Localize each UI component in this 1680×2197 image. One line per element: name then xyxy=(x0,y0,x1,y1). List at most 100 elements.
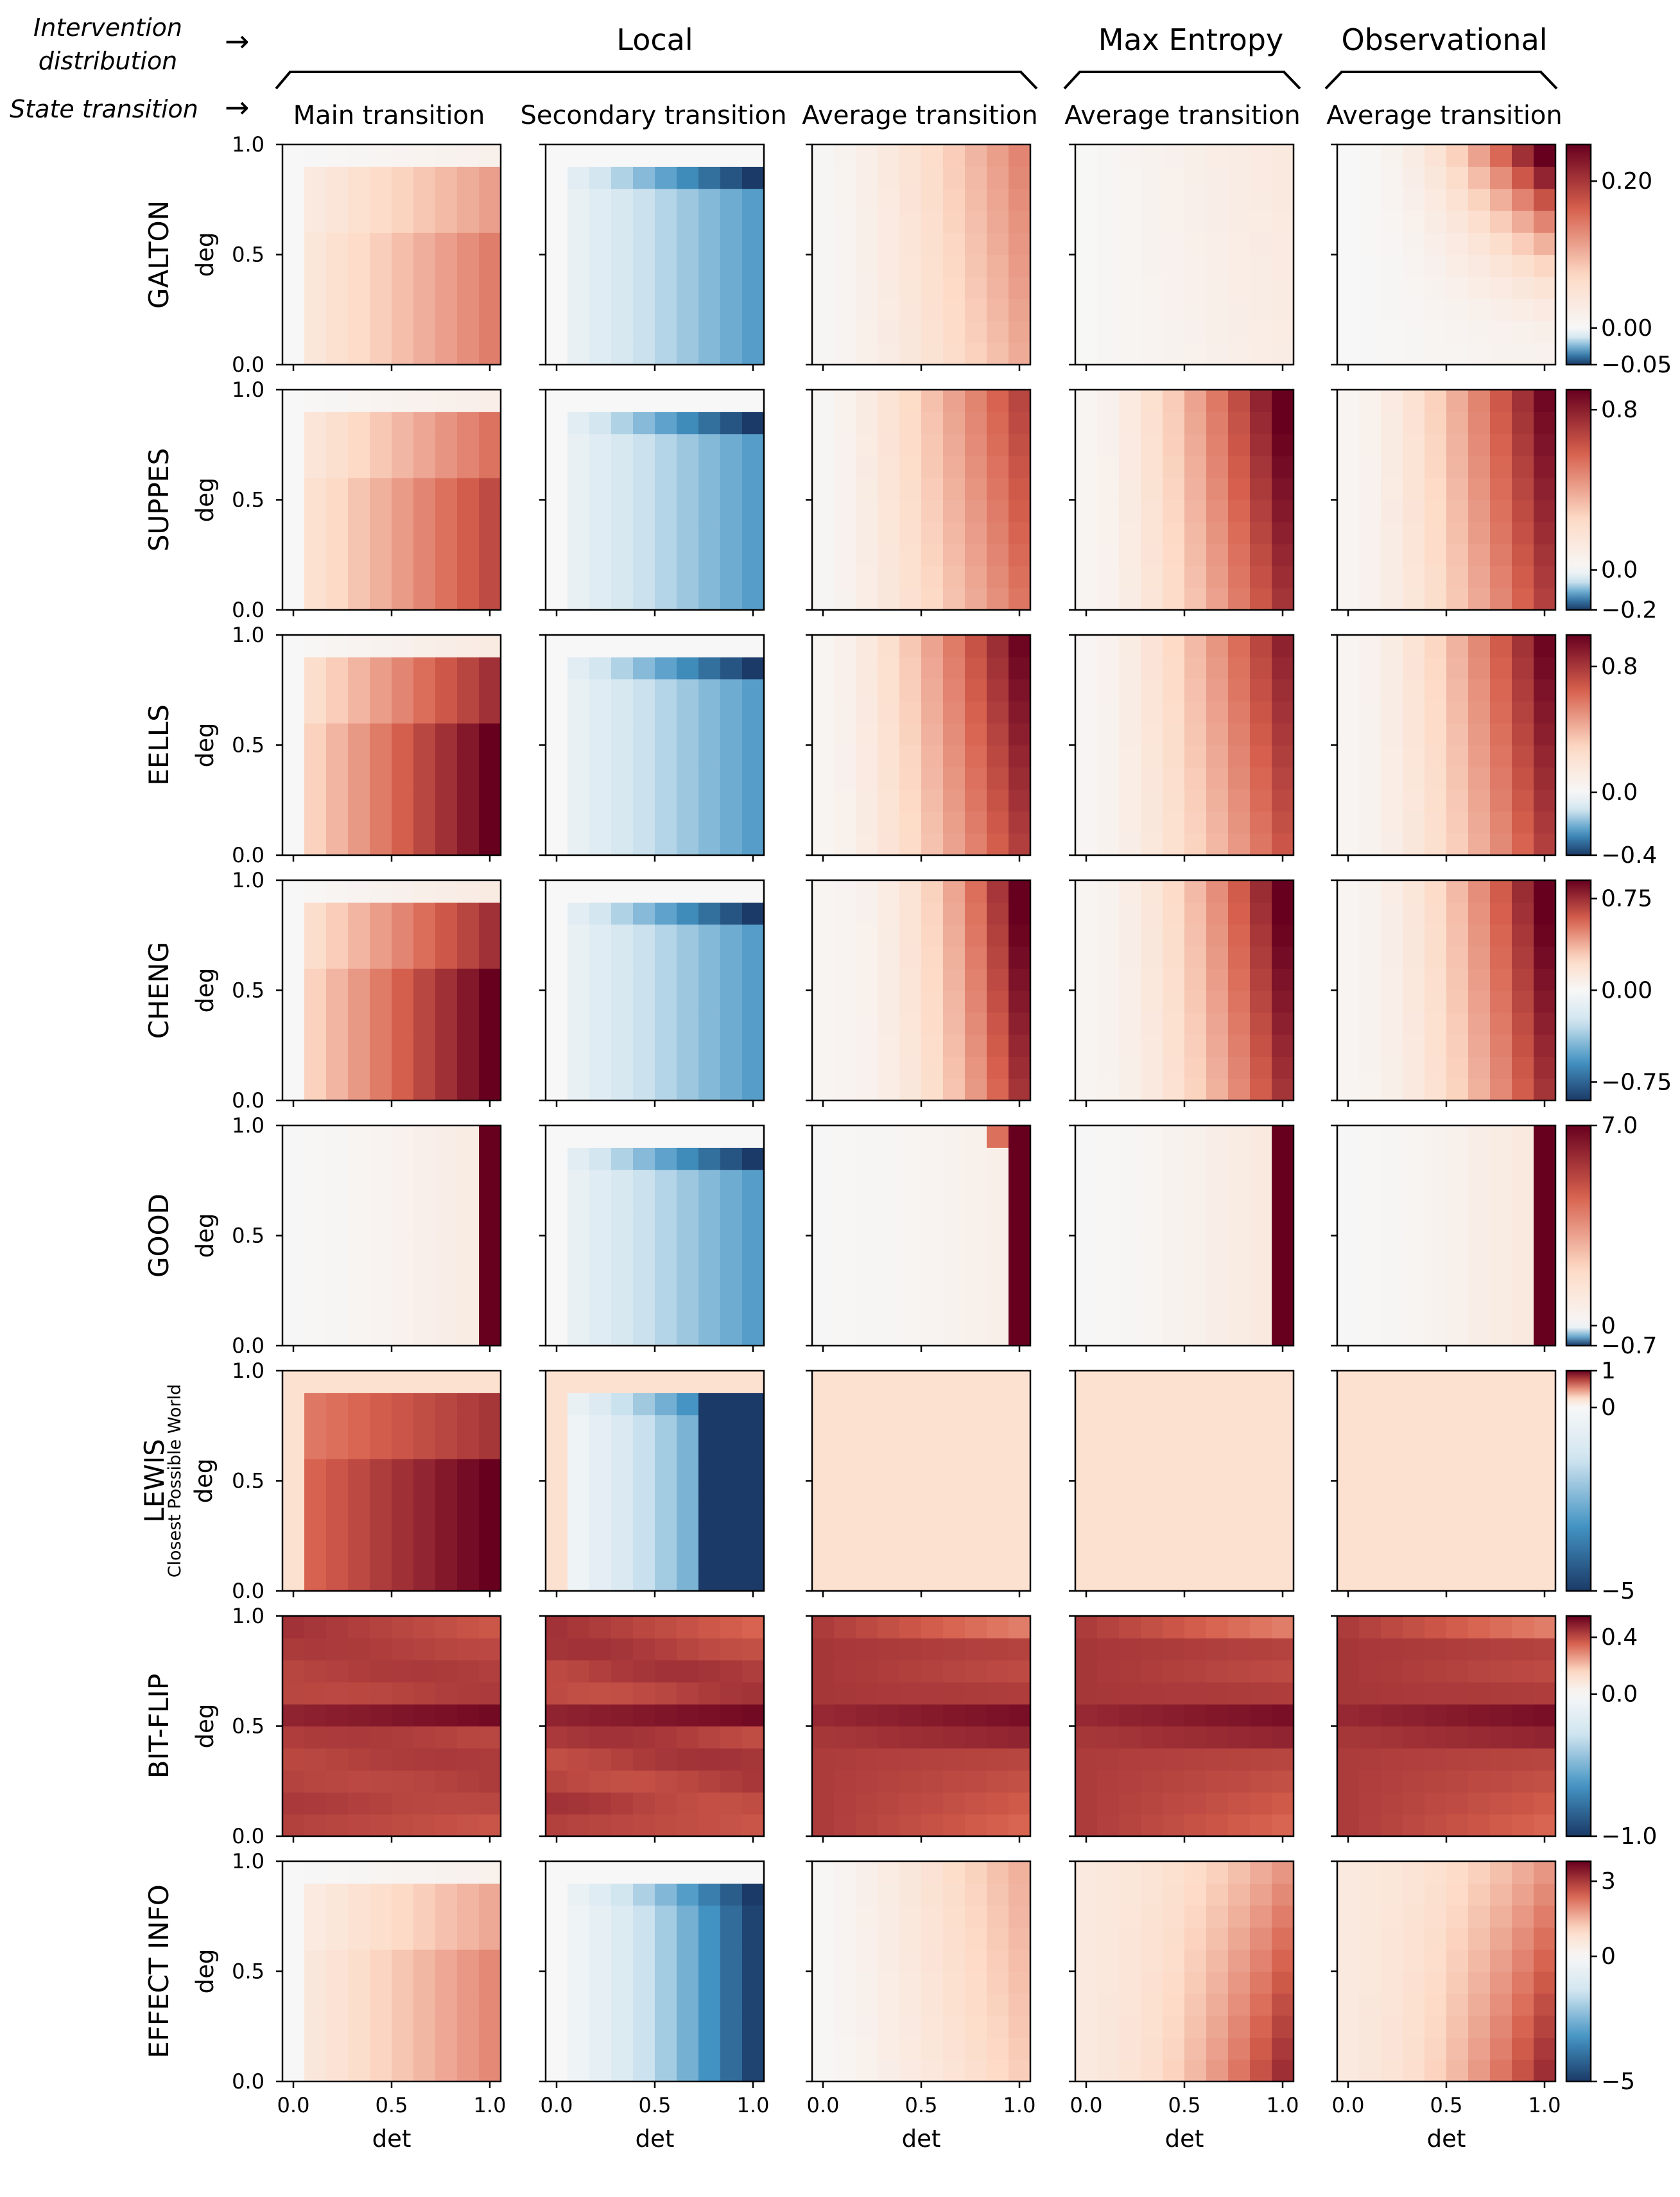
heatmap-cell xyxy=(742,254,765,277)
heatmap-cell xyxy=(1490,1481,1512,1504)
heatmap-cell xyxy=(899,1861,922,1884)
colorbar-scale xyxy=(1565,1860,1592,2083)
heatmap-cell xyxy=(370,1525,392,1547)
heatmap-cell xyxy=(1490,521,1512,544)
heatmap-cell xyxy=(546,924,568,947)
heatmap-cell xyxy=(1512,679,1534,702)
heatmap-cell xyxy=(392,390,414,412)
heatmap-cell xyxy=(1184,767,1207,790)
heatmap-cell xyxy=(698,521,721,544)
heatmap-cell xyxy=(921,789,944,812)
heatmap-cell xyxy=(633,968,655,991)
heatmap-cell xyxy=(720,1993,743,2016)
heatmap-cell xyxy=(1512,1638,1534,1661)
heatmap-cell xyxy=(921,342,944,365)
heatmap-cell xyxy=(720,1012,743,1035)
heatmap-cell xyxy=(633,745,655,768)
heatmap-cell xyxy=(655,342,677,365)
heatmap-cell xyxy=(1163,320,1185,343)
heatmap-cell xyxy=(348,1169,370,1192)
heatmap-cell xyxy=(435,1147,458,1170)
heatmap-cell xyxy=(1075,1681,1098,1705)
colorbar-scale xyxy=(1565,634,1592,856)
heatmap-cell xyxy=(1206,1726,1229,1749)
heatmap-cell xyxy=(655,1012,677,1035)
heatmap-cell xyxy=(856,144,878,167)
heatmap-cell xyxy=(546,789,568,812)
heatmap-cell xyxy=(987,1568,1009,1592)
heatmap-cell xyxy=(1184,1034,1207,1057)
heatmap-cell xyxy=(1184,433,1207,456)
heatmap-cell xyxy=(987,1792,1009,1815)
heatmap-cell xyxy=(1359,144,1381,167)
heatmap-cell xyxy=(677,276,699,299)
heatmap-cell xyxy=(1534,635,1556,657)
heatmap-cell xyxy=(1228,412,1251,435)
heatmap-cell xyxy=(965,1323,987,1346)
heatmap-cell xyxy=(1097,1616,1120,1638)
heatmap-cell xyxy=(1359,635,1381,657)
heatmap-cell xyxy=(1119,1616,1141,1638)
heatmap-cell xyxy=(392,1770,414,1793)
heatmap-cell xyxy=(921,1949,944,1972)
heatmap-cell xyxy=(435,1861,458,1884)
heatmap-cell xyxy=(392,210,414,233)
heatmap-cell xyxy=(1534,1235,1556,1258)
heatmap-cell xyxy=(1250,1905,1272,1928)
heatmap-cell xyxy=(1163,1726,1185,1749)
heatmap-cell xyxy=(856,499,878,523)
heatmap-cell xyxy=(1425,144,1447,167)
heatmap-cell xyxy=(720,1792,743,1815)
heatmap-cell xyxy=(1490,1034,1512,1057)
heatmap-cell xyxy=(812,1905,835,1928)
heatmap-cell xyxy=(282,1301,305,1324)
heatmap-cell xyxy=(589,990,612,1013)
heatmap-cell xyxy=(546,1971,568,1994)
heatmap-cell xyxy=(348,1078,370,1101)
heatmap-cell xyxy=(1184,390,1207,412)
heatmap-cell xyxy=(742,1371,765,1393)
heatmap-cell xyxy=(742,1949,765,1972)
heatmap-cell xyxy=(304,1748,327,1771)
heatmap-cell xyxy=(720,1770,743,1793)
heatmap-cell xyxy=(1206,1235,1229,1258)
heatmap-cell xyxy=(611,1257,634,1280)
heatmap-cell xyxy=(677,657,699,680)
heatmap-cell xyxy=(348,521,370,544)
heatmap-cell xyxy=(567,1169,590,1192)
heatmap-cell xyxy=(1119,1660,1141,1683)
heatmap-cell xyxy=(370,1638,392,1661)
heatmap-cell xyxy=(921,1726,944,1749)
heatmap-cell xyxy=(1250,1726,1272,1749)
heatmap-cell xyxy=(348,299,370,321)
heatmap-cell xyxy=(1228,1147,1251,1170)
heatmap-cell xyxy=(1403,679,1425,702)
heatmap-cell xyxy=(834,478,856,501)
heatmap-cell xyxy=(1250,166,1272,189)
heatmap-cell xyxy=(878,299,900,321)
heatmap-cell xyxy=(655,1993,677,2016)
heatmap-cell xyxy=(1119,587,1141,611)
heatmap-cell xyxy=(1075,1323,1098,1346)
heatmap-cell xyxy=(742,1638,765,1661)
heatmap-cell xyxy=(1009,276,1031,299)
heatmap-cell xyxy=(1446,968,1469,991)
heatmap-cell xyxy=(1468,1883,1491,1906)
group-local: Local xyxy=(616,22,693,57)
heatmap-cell xyxy=(1206,1638,1229,1661)
heatmap-cell xyxy=(1359,1213,1381,1237)
heatmap-cell xyxy=(1075,1726,1098,1749)
heatmap-cell xyxy=(1141,1861,1163,1884)
heatmap-cell xyxy=(435,1949,458,1972)
heatmap-cell xyxy=(987,1770,1009,1793)
heatmap-cell xyxy=(413,723,436,746)
heatmap-cell xyxy=(370,1883,392,1906)
heatmap-cell xyxy=(1228,1034,1251,1057)
heatmap-cell xyxy=(1490,811,1512,834)
heatmap-cell xyxy=(1512,1927,1534,1950)
heatmap-cell xyxy=(1468,342,1491,365)
heatmap-cell xyxy=(479,1814,501,1837)
heatmap-cell xyxy=(1097,1748,1120,1771)
heatmap-cell xyxy=(1534,1770,1556,1793)
heatmap-cell xyxy=(1381,210,1403,233)
